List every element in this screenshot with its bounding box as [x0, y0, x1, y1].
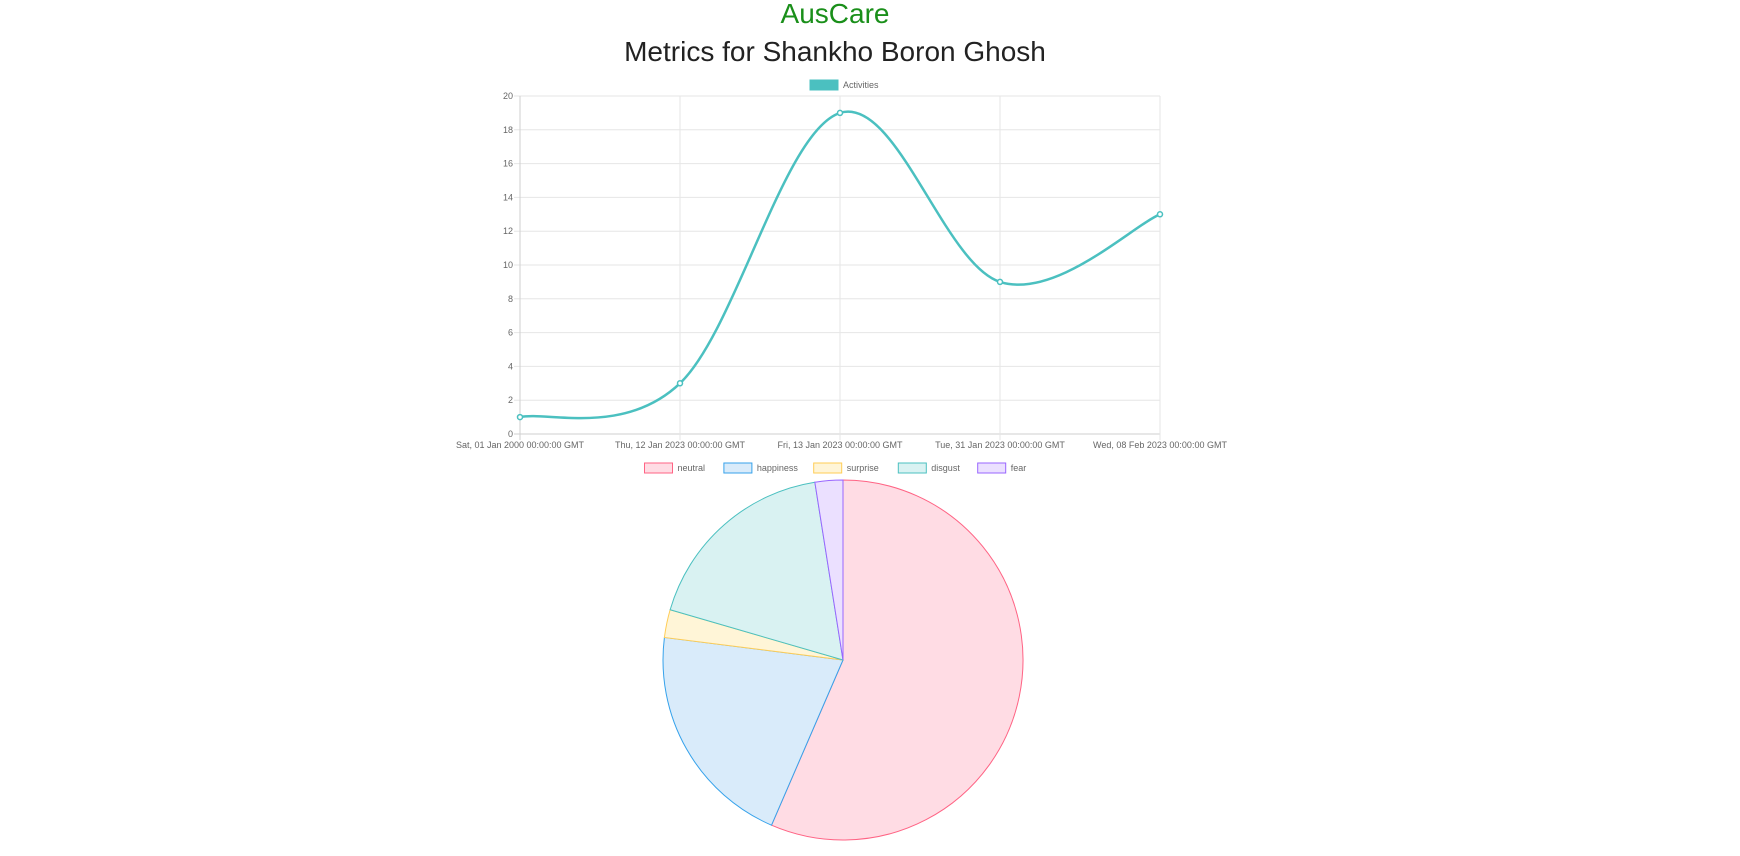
legend-swatch	[897, 462, 927, 474]
y-tick-label: 6	[508, 328, 513, 338]
y-tick-label: 10	[503, 260, 513, 270]
legend-swatch	[644, 462, 673, 474]
y-tick-label: 20	[503, 91, 513, 101]
legend-label: surprise	[847, 463, 879, 473]
grid-lines	[514, 95, 1161, 440]
pie-slice-neutral[interactable]	[770, 479, 1024, 841]
pie-slice-happiness[interactable]	[662, 636, 844, 826]
x-tick-label: Thu, 12 Jan 2023 00:00:00 GMT	[615, 440, 746, 450]
x-tick-label: Fri, 13 Jan 2023 00:00:00 GMT	[777, 440, 903, 450]
legend-label: fear	[1011, 463, 1027, 473]
brand-title: AusCare	[780, 0, 890, 29]
y-tick-label: 4	[508, 361, 513, 371]
x-tick-label: Tue, 31 Jan 2023 00:00:00 GMT	[935, 440, 1065, 450]
data-point[interactable]	[516, 413, 524, 421]
y-tick-label: 12	[503, 226, 513, 236]
legend-item-happiness[interactable]: happiness	[723, 462, 799, 474]
page-title: Metrics for Shankho Boron Ghosh	[624, 36, 1046, 67]
activities-line-chart: 0 2 4 6 8 10 12 14 16 18 20 Sat, 01 Jan 2000 00:00:…	[456, 79, 1227, 450]
data-point[interactable]	[836, 109, 844, 117]
legend-swatch	[723, 462, 753, 474]
x-tick-label: Sat, 01 Jan 2000 00:00:00 GMT	[456, 440, 585, 450]
legend-label: disgust	[931, 463, 960, 473]
y-tick-label: 8	[508, 294, 513, 304]
pie-slice-fear[interactable]	[814, 479, 844, 661]
legend-label: Activities	[843, 80, 879, 90]
y-tick-label: 18	[503, 125, 513, 135]
data-point[interactable]	[1156, 211, 1164, 218]
data-point[interactable]	[676, 380, 684, 387]
data-point[interactable]	[996, 278, 1004, 286]
y-tick-label: 16	[503, 159, 513, 169]
legend-item-neutral[interactable]: neutral	[644, 462, 706, 474]
x-tick-label: Wed, 08 Feb 2023 00:00:00 GMT	[1093, 440, 1227, 450]
legend-item-fear[interactable]: fear	[977, 462, 1027, 474]
legend-item-activities[interactable]: Activities	[809, 79, 879, 91]
legend-swatch	[813, 462, 843, 474]
legend-item-disgust[interactable]: disgust	[897, 462, 960, 474]
legend-swatch	[809, 79, 839, 91]
y-tick-label: 0	[508, 429, 513, 439]
pie-slice-disgust[interactable]	[669, 481, 844, 661]
y-tick-label: 14	[503, 192, 513, 202]
legend-label: happiness	[757, 463, 799, 473]
legend-label: neutral	[678, 463, 706, 473]
legend-item-surprise[interactable]: surprise	[813, 462, 879, 474]
legend-swatch	[977, 462, 1007, 474]
y-tick-label: 2	[508, 395, 513, 405]
